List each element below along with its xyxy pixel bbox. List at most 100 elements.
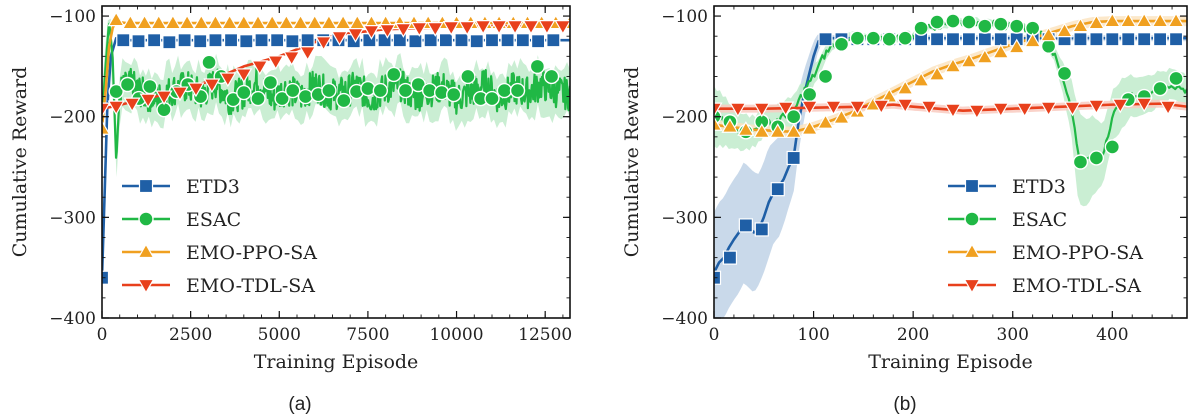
data-point xyxy=(496,82,513,99)
legend-label: ESAC xyxy=(186,209,241,231)
data-point xyxy=(1071,17,1089,33)
data-point xyxy=(960,52,978,68)
data-point xyxy=(896,79,914,95)
data-point xyxy=(738,218,753,233)
data-point xyxy=(139,93,157,109)
data-point xyxy=(410,22,428,37)
data-point xyxy=(529,58,546,75)
data-point xyxy=(1159,100,1177,116)
data-point xyxy=(1119,12,1137,28)
data-point xyxy=(187,82,205,98)
data-point xyxy=(1104,139,1121,155)
series-markers-emo-tdl-sa xyxy=(102,20,570,118)
data-point xyxy=(543,68,560,85)
data-point xyxy=(408,34,423,49)
data-point xyxy=(484,33,500,48)
data-point xyxy=(1087,99,1105,115)
data-point xyxy=(816,114,835,129)
data-point xyxy=(832,109,850,124)
data-point xyxy=(769,123,787,138)
data-point xyxy=(469,34,484,49)
data-point xyxy=(274,90,290,107)
data-point xyxy=(1040,101,1058,117)
data-point xyxy=(164,14,182,30)
legend-label: ESAC xyxy=(1012,209,1067,231)
data-point xyxy=(446,86,462,103)
legend-marker xyxy=(137,278,155,294)
data-point xyxy=(1111,98,1129,114)
data-point xyxy=(976,48,994,64)
data-point xyxy=(968,104,986,120)
legend-marker xyxy=(963,278,981,294)
data-point xyxy=(1103,12,1121,28)
series-markers-esac xyxy=(108,54,560,118)
y-axis-label: Cumulative Reward xyxy=(9,67,31,258)
data-point xyxy=(848,100,866,116)
data-point xyxy=(171,86,189,102)
panel-a: 0 2500 5000 7500 10000 12500 −100 −200 −300 −400 T… xyxy=(9,5,572,415)
data-point xyxy=(777,101,795,117)
data-point xyxy=(474,20,492,35)
data-point xyxy=(236,84,252,101)
y-tick-label: −400 xyxy=(49,309,96,329)
data-point xyxy=(977,32,992,47)
data-point xyxy=(334,14,352,30)
data-point xyxy=(865,30,882,46)
data-point xyxy=(386,66,402,83)
data-point xyxy=(785,109,802,125)
data-point xyxy=(136,14,154,30)
legend-marker xyxy=(137,243,155,259)
data-point xyxy=(251,60,269,76)
legend-label: EMO-TDL-SA xyxy=(186,275,315,297)
panel-caption: (a) xyxy=(288,394,311,415)
data-point xyxy=(1137,32,1152,47)
data-point xyxy=(1024,32,1042,48)
data-point xyxy=(977,18,993,34)
data-point xyxy=(1153,32,1168,47)
data-point xyxy=(299,46,317,61)
data-point xyxy=(729,102,747,118)
data-point xyxy=(1168,70,1184,87)
data-point xyxy=(285,82,301,99)
data-point xyxy=(283,51,301,67)
x-tick-label: 200 xyxy=(897,325,929,345)
data-point xyxy=(131,34,146,49)
data-point xyxy=(754,222,769,237)
data-point xyxy=(263,14,281,30)
data-point xyxy=(721,118,739,133)
data-point xyxy=(155,90,173,106)
data-point xyxy=(554,20,570,35)
data-point xyxy=(193,34,208,49)
x-tick-label: 10000 xyxy=(429,325,483,345)
data-point xyxy=(880,87,898,103)
series-markers-emo-ppo-sa xyxy=(714,12,1185,138)
data-point xyxy=(1168,32,1184,47)
legend-label: ETD3 xyxy=(186,176,240,198)
data-point xyxy=(177,33,192,48)
data-point xyxy=(315,36,333,51)
x-tick-label: 100 xyxy=(797,325,829,345)
data-point xyxy=(913,20,929,36)
legend-label: EMO-PPO-SA xyxy=(186,242,317,264)
data-point xyxy=(753,102,771,118)
data-point xyxy=(1167,12,1185,28)
data-point xyxy=(249,14,267,30)
x-tick-label: 2500 xyxy=(169,325,212,345)
data-point xyxy=(1009,18,1025,34)
data-point xyxy=(394,23,412,38)
data-point xyxy=(235,14,253,30)
data-point xyxy=(267,55,285,71)
data-point xyxy=(208,33,223,48)
legend: ETD3 ESAC EMO-PPO-SA EMO-TDL-SA xyxy=(122,176,317,297)
data-point xyxy=(817,68,834,85)
data-point xyxy=(192,14,210,30)
data-point xyxy=(306,14,324,30)
data-point xyxy=(500,33,515,48)
x-tick-label: 5000 xyxy=(258,325,301,345)
data-point xyxy=(147,33,162,48)
legend-marker xyxy=(964,211,980,227)
data-point xyxy=(235,68,253,84)
data-point xyxy=(801,86,818,103)
data-point xyxy=(378,24,396,39)
data-point xyxy=(1056,65,1073,82)
